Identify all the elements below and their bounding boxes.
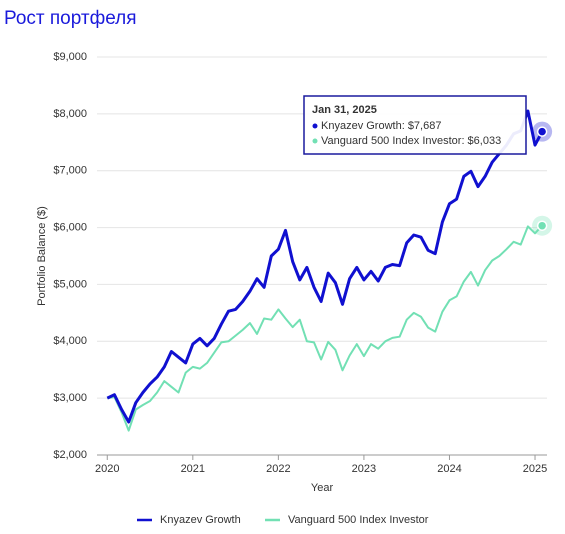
x-tick-label: 2024 — [437, 463, 461, 475]
x-tick-label: 2025 — [523, 463, 547, 475]
legend-label: Vanguard 500 Index Investor — [288, 514, 429, 526]
tooltip: Jan 31, 2025 Knyazev Growth: $7,687 Vangua… — [303, 95, 527, 155]
y-tick-label: $7,000 — [53, 165, 87, 177]
hover-point — [536, 126, 548, 137]
tooltip-entry: Knyazev Growth: $7,687 — [321, 120, 441, 132]
y-tick-label: $6,000 — [53, 221, 87, 233]
tooltip-title: Jan 31, 2025 — [312, 104, 377, 116]
y-tick-label: $3,000 — [53, 392, 87, 404]
tooltip-box — [303, 95, 527, 155]
x-tick-label: 2020 — [95, 463, 119, 475]
y-tick-label: $9,000 — [53, 51, 87, 63]
chart-title: Рост портфеля — [4, 8, 137, 29]
tooltip-dot — [312, 123, 318, 129]
tooltip-dot — [312, 138, 318, 144]
y-tick-label: $4,000 — [53, 335, 87, 347]
hover-point — [536, 220, 548, 231]
y-tick-label: $8,000 — [53, 108, 87, 120]
y-tick-label: $2,000 — [53, 449, 87, 461]
x-axis-label: Year — [311, 482, 334, 494]
series-line — [106, 109, 544, 424]
x-tick-label: 2021 — [181, 463, 205, 475]
x-tick-label: 2023 — [352, 463, 376, 475]
y-axis-label: Portfolio Balance ($) — [36, 206, 48, 306]
tooltip-entry: Vanguard 500 Index Investor: $6,033 — [321, 135, 501, 147]
x-tick-label: 2022 — [266, 463, 290, 475]
legend-label: Knyazev Growth — [160, 514, 241, 526]
y-tick-label: $5,000 — [53, 278, 87, 290]
series-line — [107, 225, 543, 432]
